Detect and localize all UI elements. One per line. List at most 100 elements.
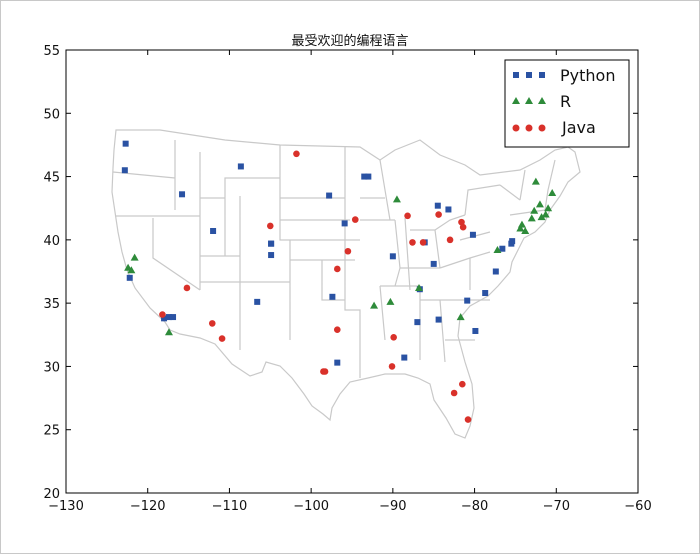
y-tick-label: 45 (43, 171, 60, 186)
legend-marker-r (538, 97, 546, 104)
legend-item-r: R (512, 92, 571, 111)
point-python (469, 231, 476, 238)
point-python (492, 268, 499, 275)
point-java (333, 326, 341, 334)
point-python (122, 140, 129, 147)
point-r (493, 245, 502, 253)
point-r (392, 195, 401, 203)
point-r (456, 313, 465, 321)
point-java (446, 236, 454, 244)
point-r (127, 266, 136, 274)
point-python (499, 245, 506, 252)
point-python (401, 354, 408, 361)
point-python (472, 327, 479, 334)
point-java (459, 380, 466, 388)
x-tick-label: −110 (212, 499, 248, 514)
legend: Python R Java (504, 59, 630, 148)
point-java (293, 150, 300, 158)
point-r (521, 226, 530, 234)
point-java (404, 212, 411, 220)
point-java (321, 368, 329, 375)
point-java (464, 416, 472, 423)
point-r (541, 210, 550, 218)
point-r (537, 213, 546, 221)
point-java (183, 284, 191, 292)
legend-label-java: Java (561, 118, 596, 137)
point-python (414, 319, 421, 326)
point-python (170, 314, 177, 321)
point-python (482, 290, 489, 297)
point-python (329, 293, 336, 300)
point-r (531, 177, 540, 185)
point-java (419, 239, 427, 246)
us-map (111, 129, 581, 439)
point-r (530, 206, 539, 214)
point-java (409, 239, 416, 246)
point-python (126, 274, 133, 281)
legend-label-python: Python (560, 66, 615, 85)
point-r (535, 200, 544, 208)
y-tick-label: 50 (43, 107, 60, 122)
point-java (351, 216, 359, 223)
chart-title: 最受欢迎的编程语言 (291, 34, 409, 49)
point-python (430, 260, 437, 267)
point-python (268, 252, 275, 259)
y-tick-label: 40 (43, 234, 60, 249)
point-r (370, 301, 379, 309)
legend-item-java: Java (512, 118, 596, 137)
legend-marker-python (539, 72, 545, 78)
point-r (130, 253, 139, 261)
y-tick-label: 20 (43, 487, 60, 502)
point-r (415, 283, 424, 291)
point-java (450, 389, 458, 397)
point-java (159, 311, 166, 318)
x-tick-label: −120 (130, 499, 166, 514)
point-python (341, 220, 348, 227)
x-tick-label: −60 (624, 499, 651, 514)
point-python (334, 359, 341, 366)
state-lines (112, 140, 556, 378)
point-java (208, 320, 216, 327)
legend-marker-java (538, 124, 546, 132)
point-java (390, 334, 397, 341)
point-python (326, 192, 333, 199)
point-java (344, 247, 352, 255)
point-python (121, 167, 128, 174)
point-python (361, 173, 368, 180)
legend-item-python: Python (513, 66, 615, 85)
point-java (388, 363, 396, 370)
x-tick-label: −80 (461, 499, 488, 514)
point-python (268, 240, 275, 247)
legend-marker-java (525, 124, 533, 132)
x-tick-label: −90 (379, 499, 406, 514)
point-python (389, 253, 396, 260)
y-tick-label: 35 (43, 297, 60, 312)
us-outline (111, 129, 581, 439)
point-r (517, 220, 526, 228)
legend-marker-python (526, 72, 532, 78)
point-r (164, 328, 173, 336)
point-r (544, 204, 553, 212)
legend-marker-java (512, 124, 520, 132)
point-python (445, 206, 452, 213)
point-java (266, 222, 274, 230)
point-python (210, 227, 217, 234)
point-java (458, 218, 465, 226)
point-python (161, 315, 168, 322)
point-r (527, 214, 536, 222)
point-python (165, 314, 172, 321)
point-python (179, 191, 186, 198)
point-python (365, 173, 372, 180)
y-tick-label: 30 (43, 360, 60, 375)
point-r (386, 297, 395, 305)
point-java (218, 335, 226, 342)
data-points (121, 140, 557, 423)
legend-marker-python (513, 72, 519, 78)
x-tick-label: −100 (293, 499, 329, 514)
point-python (237, 163, 244, 170)
axis-ticks: −130 −120 −110 −100 −90 −80 −70 −60 20 25 30 35 40 45… (43, 44, 651, 514)
x-tick-label: −70 (543, 499, 570, 514)
y-tick-label: 55 (43, 44, 60, 59)
x-tick-label: −130 (48, 499, 84, 514)
